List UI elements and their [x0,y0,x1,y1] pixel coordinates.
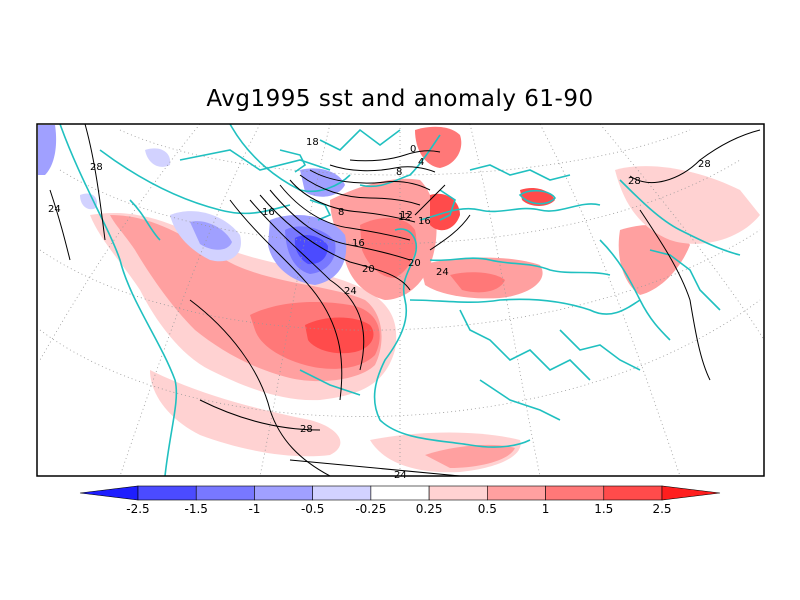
contour-label: 12 [398,212,411,223]
contour-label: 0 [410,144,416,155]
contour-label: 16 [262,207,275,218]
contour-label: 20 [362,264,375,275]
anomaly-positive-region [415,126,462,168]
contour-label: 28 [628,176,641,187]
sst-contours [49,124,761,476]
contour-label: 20 [408,258,421,269]
contour-label: 16 [418,216,431,227]
contour-label: 8 [338,207,344,218]
projection-mask [540,260,764,476]
anomaly-negative-region [145,148,171,167]
colorbar-box [603,485,663,501]
colorbar-tick-label: 2.5 [652,502,671,516]
projection-mask [37,300,200,476]
contour-label: 28 [698,159,711,170]
contour-label: 4 [418,157,424,168]
colorbar-tick-label: -0.5 [301,502,324,516]
colorbar-box [428,485,488,501]
colorbar-box [545,485,605,501]
anomaly-positive-region [305,317,374,354]
colorbar-box [370,485,430,501]
anomaly-shading [38,125,760,473]
colorbar-tick-label: 0.5 [478,502,497,516]
graticule [39,124,764,476]
contour-label: 12 [400,210,413,221]
anomaly-positive-region [618,225,690,295]
colorbar-box [312,485,372,501]
colorbar: -2.5 -1.5 -1 -0.5 -0.25 0.25 0.5 1 1.5 2.5 [79,485,721,516]
colorbar-arrow-low [79,485,139,501]
colorbar-tick-label: -1.5 [185,502,208,516]
colorbar-tick-label: 1 [542,502,550,516]
contour-label: 24 [48,204,61,215]
contour-label: 28 [90,162,103,173]
contour-label: 28 [300,424,313,435]
colorbar-box [137,485,197,501]
anomaly-negative-region [300,168,345,197]
colorbar-tick-label: -1 [248,502,260,516]
contour-label: 8 [396,167,402,178]
colorbar-tick-label: -2.5 [126,502,149,516]
anomaly-positive-region [615,166,760,244]
contour-label: 18 [306,137,319,148]
colorbar-tick-label: 1.5 [594,502,613,516]
coastlines [59,124,741,476]
anomaly-positive-region [150,370,341,457]
contour-label: 24 [436,267,449,278]
colorbar-box [254,485,313,501]
colorbar-arrow-high [661,485,721,501]
anomaly-positive-region [450,272,505,293]
colorbar-box [195,485,255,501]
colorbar-tick-label: -0.25 [355,502,386,516]
anomaly-negative-region [38,125,57,175]
anomaly-negative-region [190,221,232,250]
anomaly-positive-region [360,218,417,278]
contour-label: 16 [352,238,365,249]
map-title: Avg1995 sst and anomaly 61-90 [206,86,594,112]
colorbar-tick-label: 0.25 [416,502,443,516]
colorbar-box [487,485,546,501]
contour-label: 24 [344,286,357,297]
anomaly-positive-region [425,444,515,468]
anomaly-negative-region [80,193,98,210]
anomaly-negative-region [294,235,328,265]
map-frame [36,123,765,477]
